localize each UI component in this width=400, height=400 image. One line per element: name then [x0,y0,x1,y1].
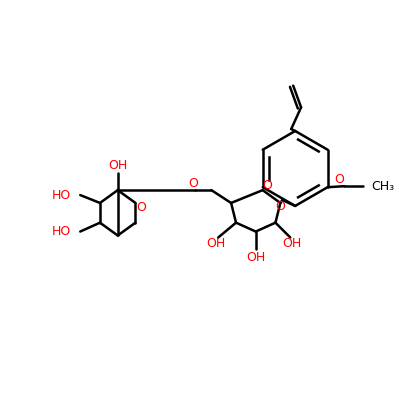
Text: O: O [136,201,146,214]
Text: O: O [263,179,272,192]
Text: OH: OH [282,237,302,250]
Text: OH: OH [207,237,226,250]
Text: O: O [189,177,198,190]
Text: OH: OH [108,159,127,172]
Text: CH₃: CH₃ [371,180,394,193]
Text: HO: HO [52,225,71,238]
Text: O: O [276,200,285,214]
Text: OH: OH [246,251,265,264]
Text: O: O [335,173,344,186]
Text: HO: HO [52,188,71,202]
